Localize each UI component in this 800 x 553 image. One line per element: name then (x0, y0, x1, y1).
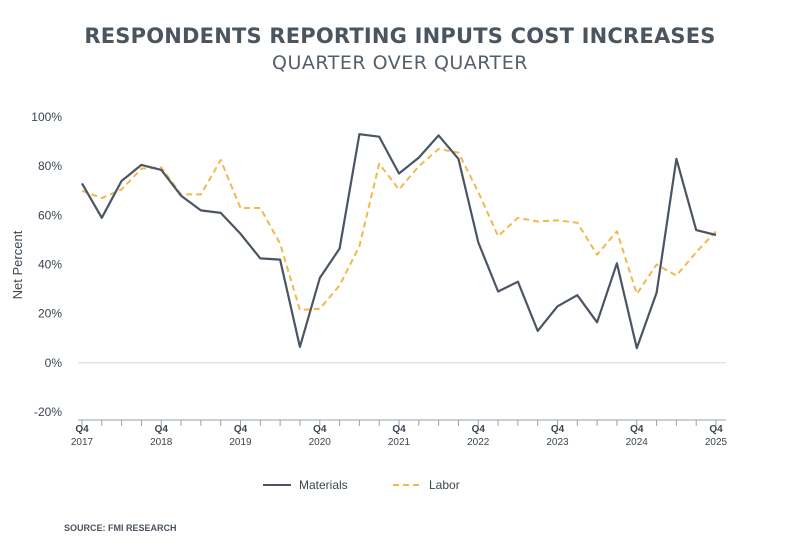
x-tick-quarter-label: Q4 (155, 424, 169, 435)
x-tick-quarter-label: Q4 (313, 424, 327, 435)
x-tick-quarter-label: Q4 (630, 424, 644, 435)
series-line-materials (81, 133, 717, 350)
x-tick-year-label: 2020 (309, 437, 332, 448)
y-tick-label: 0% (45, 356, 63, 370)
chart-subtitle: QUARTER OVER QUARTER (272, 52, 528, 74)
legend: Materials Labor (263, 478, 460, 492)
x-tick-year-label: 2019 (229, 437, 252, 448)
x-tick-quarter-label: Q4 (392, 424, 406, 435)
legend-label-labor: Labor (429, 478, 460, 492)
source-note: SOURCE: FMI RESEARCH (64, 523, 177, 533)
x-tick-year-label: 2017 (71, 437, 94, 448)
y-tick-label: 80% (38, 159, 62, 173)
x-tick-quarter-label: Q4 (709, 424, 723, 435)
x-tick-quarter-label: Q4 (551, 424, 565, 435)
legend-label-materials: Materials (299, 478, 348, 492)
x-tick-year-label: 2024 (626, 437, 649, 448)
x-axis: Q4 2017 Q4 2018 Q4 2019 Q4 2020 Q4 2021 Q4 2022 Q4 20… (71, 419, 728, 448)
y-axis-title: Net Percent (10, 230, 25, 299)
series-line-labor (81, 148, 717, 311)
y-tick-label: 20% (38, 307, 62, 321)
y-tick-label: -20% (34, 405, 62, 419)
x-tick-year-label: 2021 (388, 437, 411, 448)
y-tick-label: 60% (38, 208, 62, 222)
y-tick-label: 40% (38, 258, 62, 272)
y-axis: 100% 80% 60% 40% 20% 0% -20% (31, 110, 726, 419)
x-tick-year-label: 2022 (467, 437, 490, 448)
x-tick-year-label: 2018 (150, 437, 173, 448)
y-tick-label: 100% (31, 110, 62, 124)
series-layer (81, 133, 717, 350)
chart-title: RESPONDENTS REPORTING INPUTS COST INCREA… (84, 24, 716, 48)
x-tick-quarter-label: Q4 (234, 424, 248, 435)
x-tick-quarter-label: Q4 (75, 424, 89, 435)
x-tick-year-label: 2023 (546, 437, 569, 448)
x-tick-quarter-label: Q4 (472, 424, 486, 435)
x-tick-year-label: 2025 (705, 437, 728, 448)
